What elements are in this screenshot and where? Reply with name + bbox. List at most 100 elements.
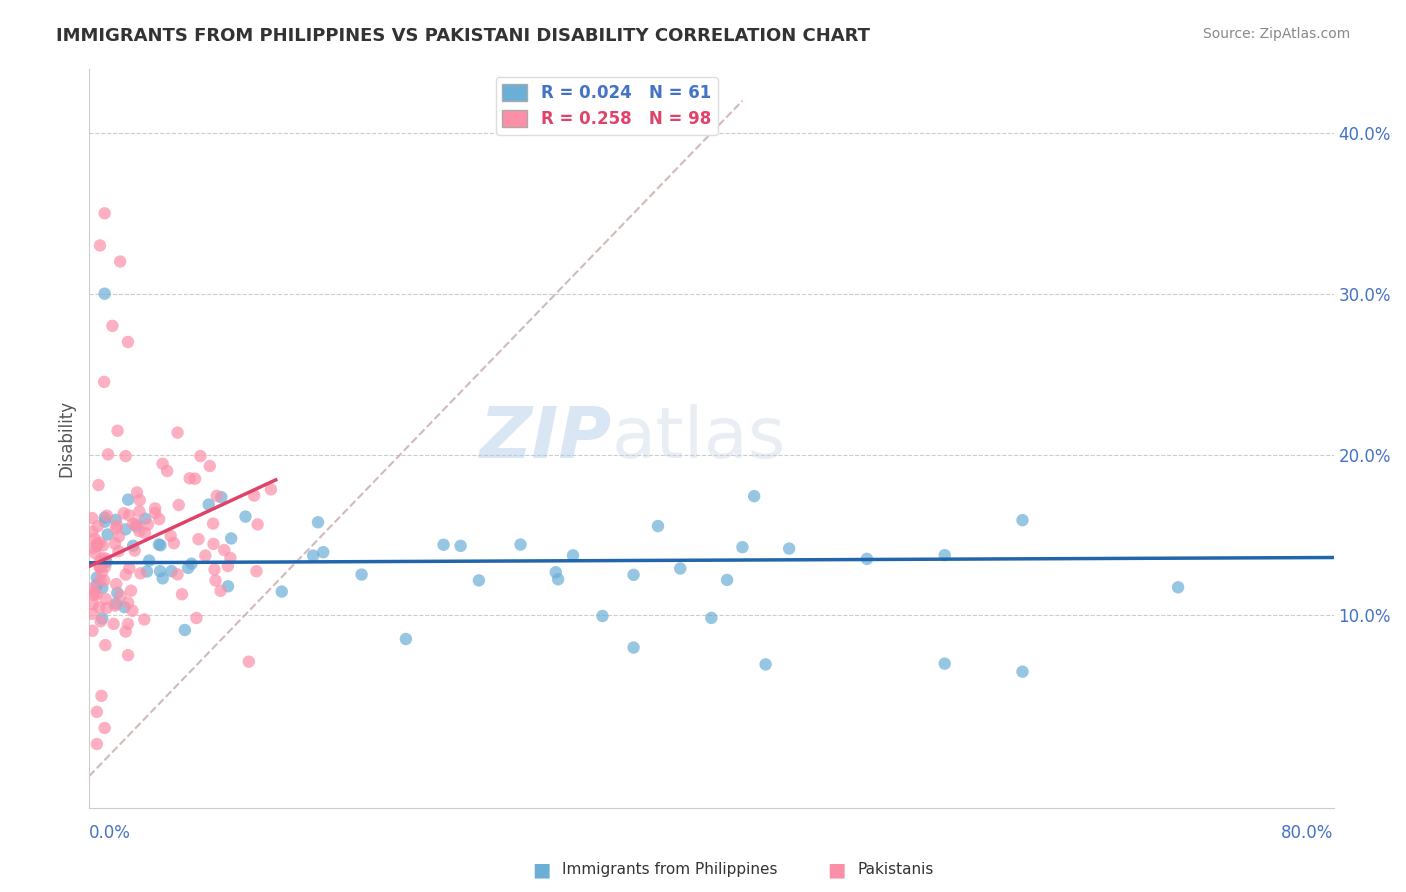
Point	[86, 705, 108, 719]
Point	[103, 616, 125, 631]
Point	[217, 579, 239, 593]
Point	[104, 521, 127, 535]
Point	[202, 537, 225, 551]
Point	[186, 611, 208, 625]
Point	[450, 539, 472, 553]
Point	[246, 517, 269, 532]
Point	[134, 612, 156, 626]
Point	[209, 490, 232, 504]
Point	[97, 447, 120, 461]
Point	[90, 559, 112, 574]
Point	[86, 539, 108, 553]
Point	[731, 540, 754, 554]
Point	[117, 648, 139, 662]
Point	[198, 458, 221, 473]
Point	[148, 512, 170, 526]
Point	[117, 492, 139, 507]
Point	[136, 517, 159, 532]
Point	[118, 561, 141, 575]
Point	[87, 519, 110, 533]
Point	[700, 611, 723, 625]
Point	[204, 562, 226, 576]
Point	[166, 425, 188, 440]
Point	[121, 604, 143, 618]
Point	[83, 585, 105, 599]
Point	[591, 609, 613, 624]
Point	[117, 596, 139, 610]
Point	[219, 551, 242, 566]
Point	[105, 577, 128, 591]
Point	[194, 549, 217, 563]
Point	[509, 537, 531, 551]
Point	[91, 565, 114, 579]
Point	[202, 516, 225, 531]
Point	[125, 519, 148, 533]
Text: atlas: atlas	[612, 404, 786, 473]
Point	[134, 512, 156, 526]
Text: ZIP: ZIP	[479, 404, 612, 473]
Point	[89, 238, 111, 252]
Point	[89, 535, 111, 549]
Point	[104, 599, 127, 613]
Point	[166, 567, 188, 582]
Point	[89, 554, 111, 568]
Point	[118, 508, 141, 523]
Point	[93, 510, 115, 524]
Text: Source: ZipAtlas.com: Source: ZipAtlas.com	[1202, 27, 1350, 41]
Point	[235, 509, 257, 524]
Text: 80.0%: 80.0%	[1281, 824, 1334, 842]
Point	[778, 541, 800, 556]
Point	[82, 511, 104, 525]
Point	[187, 532, 209, 546]
Point	[173, 623, 195, 637]
Point	[128, 493, 150, 508]
Point	[94, 515, 117, 529]
Point	[94, 592, 117, 607]
Point	[156, 464, 179, 478]
Point	[83, 588, 105, 602]
Point	[83, 532, 105, 546]
Point	[117, 334, 139, 349]
Point	[647, 519, 669, 533]
Point	[107, 424, 129, 438]
Point	[190, 449, 212, 463]
Point	[122, 539, 145, 553]
Point	[91, 611, 114, 625]
Point	[82, 597, 104, 611]
Point	[742, 489, 765, 503]
Point	[177, 561, 200, 575]
Point	[184, 472, 207, 486]
Point	[1011, 513, 1033, 527]
Point	[114, 449, 136, 463]
Point	[934, 657, 956, 671]
Point	[205, 489, 228, 503]
Y-axis label: Disability: Disability	[58, 400, 75, 477]
Point	[107, 544, 129, 558]
Point	[197, 498, 219, 512]
Point	[148, 537, 170, 551]
Point	[94, 638, 117, 652]
Point	[86, 571, 108, 585]
Point	[90, 551, 112, 566]
Point	[170, 587, 193, 601]
Point	[245, 564, 267, 578]
Point	[108, 530, 131, 544]
Point	[149, 538, 172, 552]
Point	[217, 559, 239, 574]
Point	[204, 574, 226, 588]
Point	[114, 522, 136, 536]
Point	[167, 498, 190, 512]
Legend: R = 0.024   N = 61, R = 0.258   N = 98: R = 0.024 N = 61, R = 0.258 N = 98	[496, 77, 717, 135]
Point	[104, 536, 127, 550]
Point	[96, 555, 118, 569]
Point	[91, 581, 114, 595]
Point	[125, 516, 148, 531]
Point	[91, 538, 114, 552]
Point	[312, 545, 335, 559]
Point	[114, 600, 136, 615]
Point	[87, 478, 110, 492]
Point	[468, 574, 491, 588]
Point	[562, 549, 585, 563]
Point	[84, 546, 107, 560]
Point	[114, 567, 136, 582]
